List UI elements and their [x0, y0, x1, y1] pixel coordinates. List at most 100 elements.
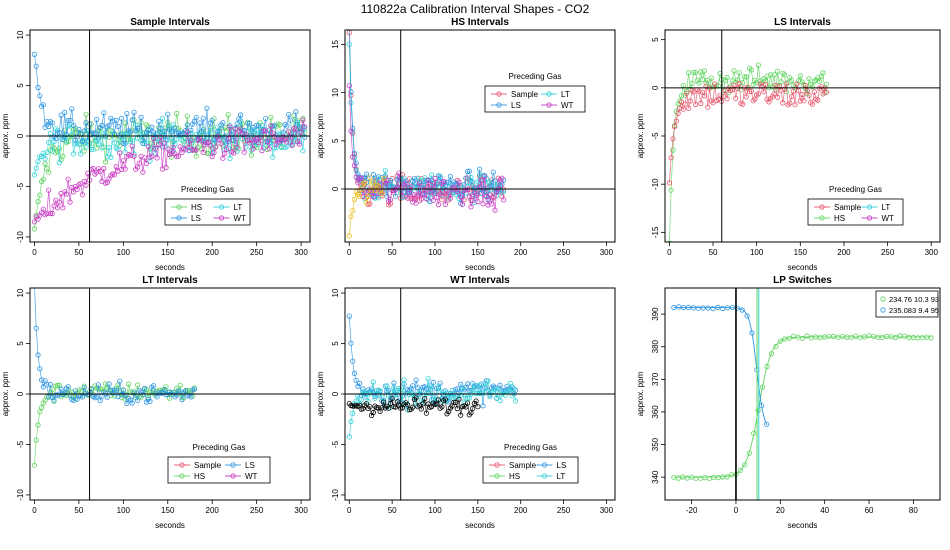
series-line-HS	[669, 65, 827, 242]
data-point	[387, 197, 393, 203]
data-point	[795, 88, 802, 94]
x-tick-label: 250	[881, 248, 895, 257]
x-tick-label: 200	[206, 506, 220, 515]
data-point	[389, 396, 395, 402]
data-point	[808, 335, 815, 341]
data-point	[368, 412, 375, 418]
data-point	[692, 101, 699, 108]
data-point	[62, 390, 68, 396]
data-point	[115, 123, 121, 130]
data-point	[507, 380, 513, 386]
data-point	[222, 151, 228, 157]
data-point	[733, 95, 739, 101]
data-point	[425, 376, 431, 382]
y-tick-label: 390	[651, 307, 660, 321]
legend-swatch-point	[866, 204, 873, 210]
data-point	[742, 462, 748, 468]
data-point	[38, 377, 45, 383]
data-point	[165, 111, 171, 117]
data-point	[97, 168, 103, 174]
data-point	[428, 383, 435, 389]
data-point	[809, 101, 816, 107]
data-point	[111, 140, 118, 146]
data-point	[353, 377, 359, 383]
data-point	[418, 196, 424, 202]
data-point	[136, 160, 142, 166]
data-point	[811, 89, 817, 95]
x-tick-label: -20	[686, 506, 698, 515]
legend-box	[807, 198, 904, 226]
data-point	[81, 384, 87, 391]
data-point	[696, 80, 702, 86]
data-point	[46, 139, 52, 145]
data-point	[261, 128, 267, 134]
legend-swatch-point	[494, 462, 500, 468]
data-point	[689, 80, 695, 87]
data-point	[739, 307, 745, 313]
data-point	[351, 162, 357, 169]
data-point	[161, 128, 167, 134]
data-point	[413, 377, 419, 383]
data-point	[168, 129, 174, 135]
data-point	[490, 169, 496, 175]
legend-label: 235.083 9.4 95	[889, 306, 939, 315]
data-point	[420, 191, 426, 197]
data-point	[247, 120, 253, 126]
data-point	[129, 137, 135, 143]
data-point	[90, 147, 96, 153]
legend-label: WT	[882, 214, 895, 223]
data-point	[286, 128, 292, 134]
data-point	[428, 182, 435, 188]
data-point	[817, 334, 823, 341]
x-tick-label: 100	[428, 506, 442, 515]
data-point	[410, 404, 416, 410]
data-point	[386, 183, 392, 189]
data-point	[375, 174, 381, 180]
y-tick-label: -10	[16, 231, 25, 243]
data-point	[33, 63, 39, 69]
data-point	[188, 394, 194, 400]
data-point	[464, 395, 471, 401]
data-point	[117, 150, 123, 156]
data-point	[200, 115, 206, 121]
data-point	[759, 403, 765, 409]
data-point	[347, 23, 351, 27]
data-point	[356, 175, 363, 181]
x-tick-label: 50	[388, 506, 397, 515]
x-tick-label: 300	[294, 506, 308, 515]
data-point	[410, 178, 416, 184]
data-point	[184, 113, 190, 119]
data-point	[696, 88, 702, 94]
data-point	[33, 437, 39, 443]
data-point	[44, 149, 50, 155]
data-point	[755, 407, 761, 413]
legend-label: Sample	[509, 461, 537, 470]
data-point	[151, 383, 157, 389]
data-point	[751, 430, 757, 436]
data-point	[705, 77, 711, 84]
y-tick-label: 360	[651, 405, 660, 419]
legend-label: HS	[191, 203, 202, 212]
data-point	[777, 338, 783, 344]
data-point	[430, 197, 436, 203]
data-point	[750, 98, 756, 104]
x-tick-label: 200	[514, 506, 528, 515]
data-point	[248, 137, 254, 143]
data-point	[49, 148, 55, 154]
data-point	[464, 175, 471, 181]
data-point	[135, 382, 141, 388]
data-point	[351, 370, 357, 376]
data-point	[207, 143, 213, 149]
data-point	[422, 395, 428, 402]
data-point	[140, 140, 146, 146]
data-point	[277, 122, 283, 128]
y-tick-label: 15	[331, 39, 340, 48]
y-tick-label: 10	[16, 288, 25, 297]
legend-swatch-point	[176, 215, 182, 221]
data-point	[113, 164, 119, 170]
data-point	[346, 41, 352, 47]
